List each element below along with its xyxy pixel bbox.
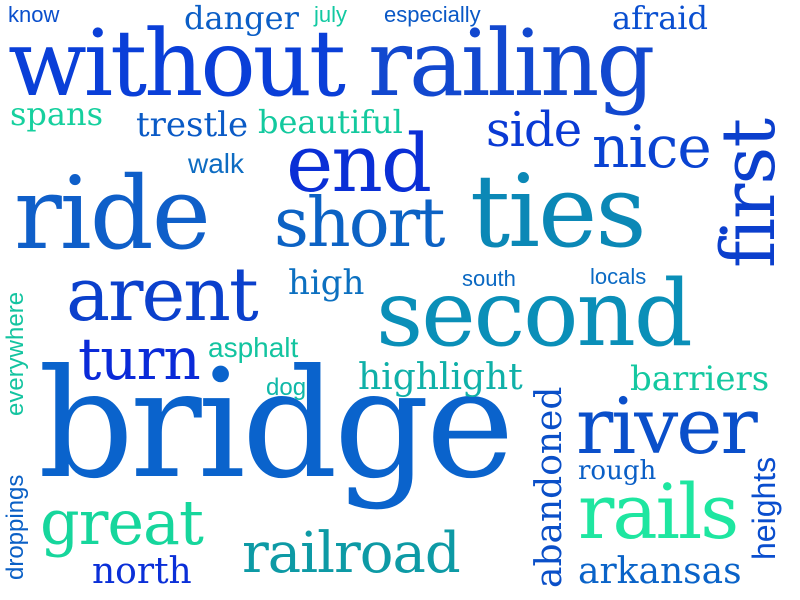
word-dog: dog [266, 374, 307, 401]
word-first: first [706, 118, 792, 268]
word-without: without [8, 10, 346, 117]
word-abandoned: abandoned [529, 386, 570, 588]
word-river: river [576, 382, 758, 472]
word-barriers: barriers [630, 359, 770, 399]
word-trestle: trestle [136, 105, 249, 145]
word-especially: especially [384, 2, 481, 27]
word-arkansas: arkansas [578, 551, 742, 592]
word-railroad: railroad [242, 521, 461, 586]
word-short: short [274, 184, 445, 263]
word-droppings: droppings [2, 474, 29, 580]
word-heights: heights [746, 456, 782, 560]
word-know: know [8, 2, 60, 27]
word-spans: spans [10, 95, 104, 133]
word-south: south [462, 266, 516, 291]
word-asphalt: asphalt [208, 332, 299, 363]
word-july: july [314, 2, 348, 27]
word-arent: arent [66, 252, 259, 338]
word-high: high [288, 263, 365, 303]
word-rough: rough [578, 456, 657, 486]
word-danger: danger [184, 0, 299, 37]
word-second: second [376, 260, 693, 367]
word-rails: rails [578, 467, 739, 556]
word-turn: turn [78, 325, 201, 393]
word-highlight: highlight [358, 357, 523, 398]
word-ties: ties [470, 153, 647, 270]
word-nice: nice [592, 113, 712, 181]
word-bridge: bridge [38, 338, 515, 512]
word-railing: railing [368, 10, 655, 117]
word-everywhere: everywhere [2, 291, 29, 416]
word-afraid: afraid [612, 0, 709, 37]
word-ride: ride [14, 155, 211, 272]
word-side: side [486, 102, 582, 158]
word-beautiful: beautiful [258, 103, 403, 141]
word-end: end [286, 117, 432, 210]
word-great: great [40, 486, 204, 559]
word-north: north [92, 551, 192, 592]
word-locals: locals [590, 264, 647, 289]
word-walk: walk [188, 148, 245, 179]
